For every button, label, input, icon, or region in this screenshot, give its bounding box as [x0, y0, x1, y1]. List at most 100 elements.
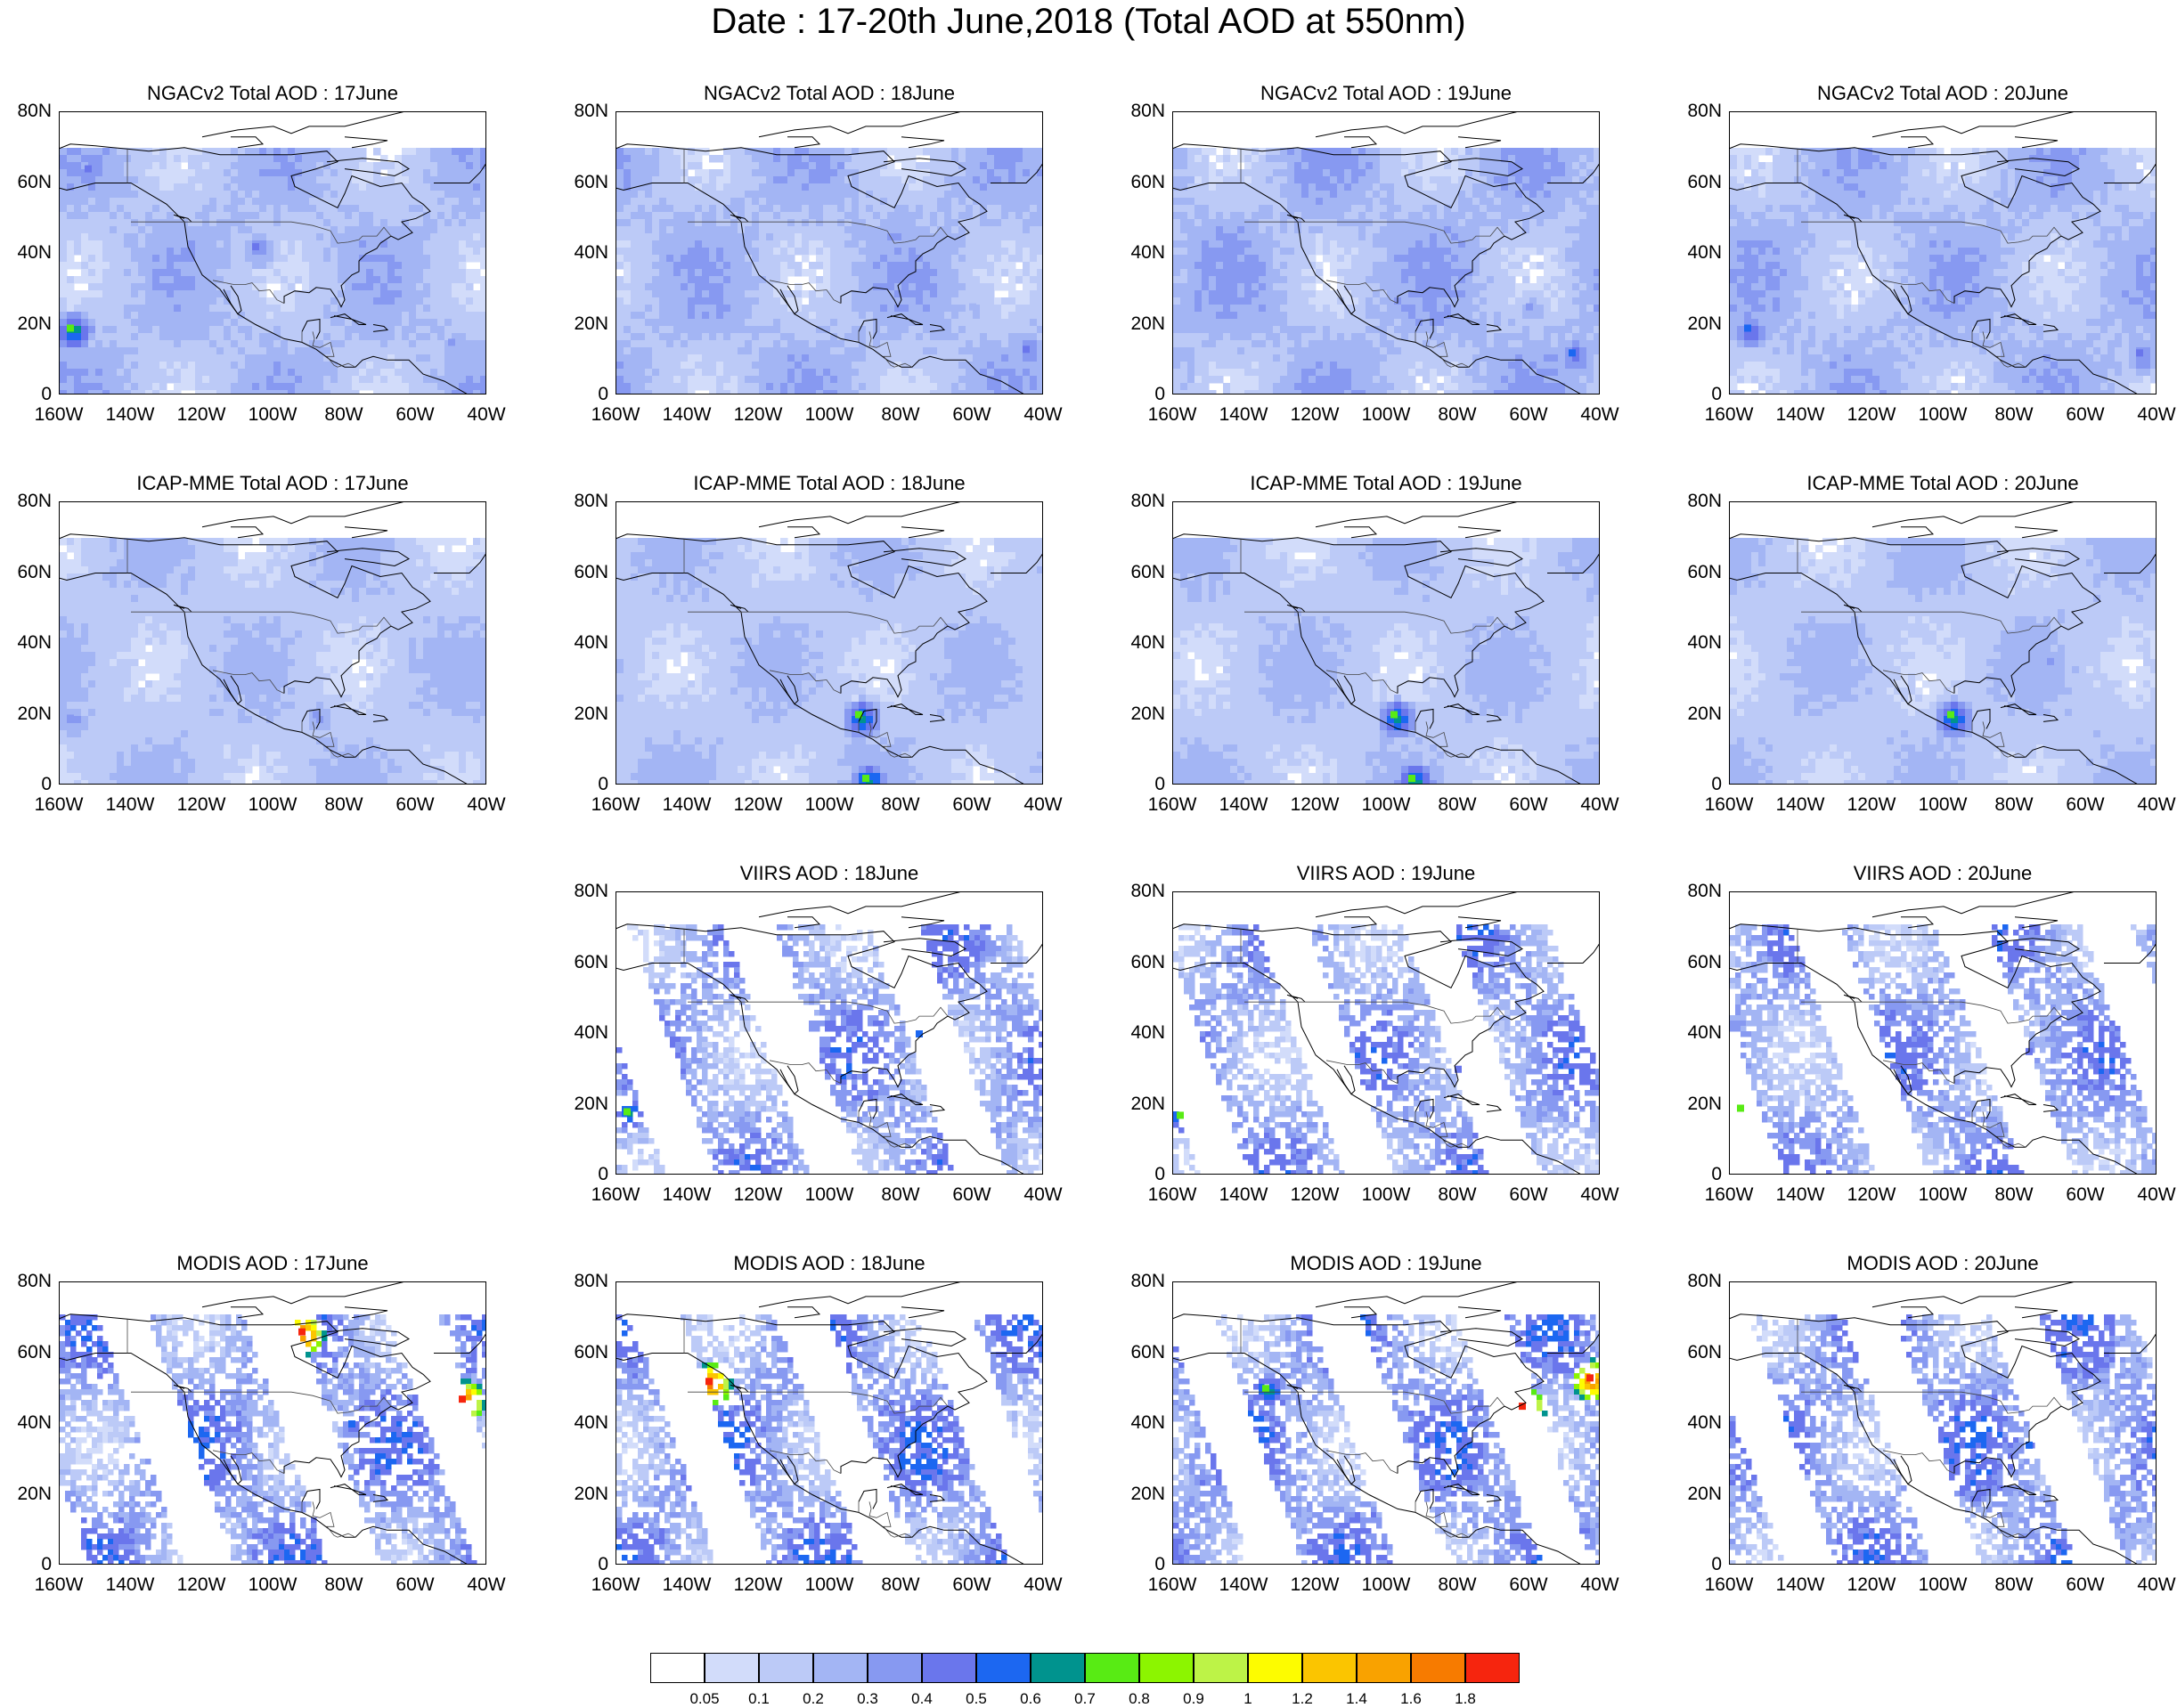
aod-cell — [1423, 176, 1431, 184]
aod-cell — [937, 233, 945, 241]
aod-cell — [937, 148, 945, 156]
aod-cell — [195, 219, 203, 227]
aod-cell — [980, 212, 988, 220]
aod-cell — [681, 326, 689, 334]
aod-cell — [837, 191, 845, 199]
aod-cell — [830, 376, 838, 384]
aod-cell — [117, 305, 125, 313]
aod-cell — [645, 276, 653, 284]
aod-cell — [302, 347, 310, 355]
aod-cell — [1380, 169, 1388, 177]
aod-cell — [837, 369, 845, 377]
aod-cell — [759, 262, 767, 270]
aod-cell — [966, 369, 974, 377]
aod-cell — [1015, 162, 1023, 170]
aod-cell — [395, 205, 403, 213]
aod-cell — [131, 262, 139, 270]
aod-cell — [117, 219, 125, 227]
aod-cell — [188, 297, 196, 305]
aod-cell — [795, 219, 803, 227]
aod-cell — [780, 198, 788, 206]
aod-cell — [1415, 169, 1423, 177]
aod-cell — [738, 226, 746, 234]
aod-cell — [823, 326, 831, 334]
aod-cell — [231, 148, 239, 156]
aod-cell — [1373, 169, 1381, 177]
aod-cell — [1380, 233, 1388, 241]
aod-cell — [224, 326, 232, 334]
aod-cell — [159, 369, 167, 377]
aod-cell — [1216, 205, 1224, 213]
aod-cell — [152, 191, 160, 199]
aod-cell — [188, 283, 196, 291]
coastline — [60, 112, 485, 394]
aod-cell — [67, 383, 75, 391]
aod-cell — [124, 233, 132, 241]
aod-cell — [152, 290, 160, 298]
aod-cell — [95, 226, 103, 234]
aod-cell — [1351, 233, 1359, 241]
aod-cell — [95, 183, 103, 191]
aod-cell — [695, 176, 703, 184]
aod-cell — [395, 155, 403, 163]
aod-cell — [209, 283, 217, 291]
aod-cell — [224, 255, 232, 263]
aod-cell — [1223, 169, 1231, 177]
aod-cell — [873, 340, 881, 348]
aod-cell — [616, 212, 624, 220]
aod-cell — [67, 183, 75, 191]
aod-cell — [266, 376, 274, 384]
aod-cell — [1223, 219, 1231, 227]
aod-cell — [1594, 176, 1599, 184]
aod-cell — [373, 305, 381, 313]
aod-cell — [167, 191, 175, 199]
aod-cell — [124, 383, 132, 391]
aod-cell — [894, 269, 902, 277]
aod-cell — [195, 283, 203, 291]
aod-cell — [288, 354, 296, 362]
aod-cell — [81, 376, 89, 384]
aod-cell — [195, 362, 203, 370]
aod-cell — [631, 262, 639, 270]
aod-cell — [338, 212, 346, 220]
aod-cell — [880, 212, 888, 220]
aod-cell — [716, 312, 724, 320]
aod-cell — [416, 276, 424, 284]
aod-cell — [1572, 212, 1580, 220]
aod-cell — [159, 169, 167, 177]
aod-cell — [616, 362, 624, 370]
aod-cell — [1294, 226, 1302, 234]
aod-cell — [951, 262, 959, 270]
aod-cell — [316, 176, 324, 184]
aod-cell — [281, 290, 289, 298]
aod-cell — [402, 376, 410, 384]
aod-cell — [980, 312, 988, 320]
aod-cell — [752, 262, 760, 270]
aod-cell — [738, 269, 746, 277]
aod-cell — [802, 212, 810, 220]
aod-cell — [1323, 169, 1331, 177]
aod-cell — [638, 326, 646, 334]
aod-cell — [295, 305, 303, 313]
aod-cell — [816, 155, 824, 163]
aod-cell — [809, 240, 817, 248]
aod-cell — [1252, 205, 1260, 213]
aod-cell — [901, 219, 909, 227]
aod-cell — [1316, 155, 1324, 163]
aod-cell — [802, 362, 810, 370]
aod-cell — [1494, 183, 1502, 191]
aod-cell — [652, 305, 660, 313]
aod-cell — [95, 255, 103, 263]
aod-cell — [859, 319, 867, 327]
aod-cell — [1008, 305, 1016, 313]
aod-cell — [88, 219, 96, 227]
aod-cell — [973, 369, 981, 377]
aod-cell — [1023, 255, 1031, 263]
aod-cell — [809, 162, 817, 170]
aod-cell — [1280, 191, 1288, 199]
aod-cell — [709, 212, 717, 220]
aod-cell — [359, 305, 367, 313]
aod-cell — [1294, 198, 1302, 206]
aod-cell — [95, 240, 103, 248]
aod-cell — [1287, 198, 1295, 206]
